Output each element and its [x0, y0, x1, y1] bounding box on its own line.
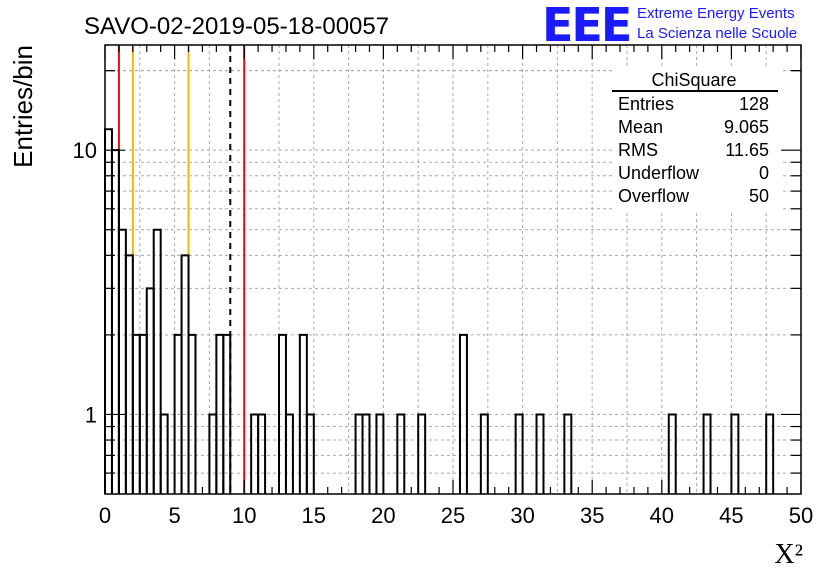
- logo-line-1: Extreme Energy Events: [637, 5, 795, 22]
- x-tick-label: 30: [510, 503, 534, 528]
- stats-box-title: ChiSquare: [651, 70, 736, 90]
- histogram-bars: [104, 128, 775, 494]
- logo-line-2: La Scienza nelle Scuole: [637, 25, 797, 42]
- histogram-bin: [159, 413, 169, 494]
- x-tick-label: 15: [302, 503, 326, 528]
- histogram-bin: [117, 228, 127, 494]
- stats-row-value: 128: [739, 94, 769, 114]
- histogram-bin: [110, 149, 120, 494]
- x-tick-label: 10: [232, 503, 256, 528]
- histogram-bin: [535, 413, 545, 494]
- histogram-bin: [257, 413, 267, 494]
- histogram-bin: [361, 413, 371, 494]
- stats-row-label: Overflow: [618, 186, 690, 206]
- histogram-bin: [222, 333, 232, 494]
- histogram-bin: [187, 333, 197, 494]
- grid: [105, 45, 801, 494]
- histogram-bin: [152, 228, 162, 494]
- y-axis-title: Entries/bin: [8, 45, 38, 168]
- histogram-bin: [702, 413, 712, 494]
- stats-row-label: Entries: [618, 94, 674, 114]
- run-title: SAVO-02-2019-05-18-00057: [84, 13, 389, 40]
- histogram-bin: [417, 413, 427, 494]
- histogram-bin: [730, 413, 740, 494]
- x-tick-label: 35: [580, 503, 604, 528]
- stats-row-label: Underflow: [618, 163, 700, 183]
- stats-row-value: 0: [759, 163, 769, 183]
- axes: 0 5 10 15 20 25 30 35 40 45 50 1 10: [73, 44, 813, 528]
- histogram-bin: [396, 413, 406, 494]
- histogram-bin: [667, 413, 677, 494]
- histogram-bin: [305, 413, 315, 494]
- x-tick-label: 0: [99, 503, 111, 528]
- x-tick-label: 45: [719, 503, 743, 528]
- histogram-bin: [765, 413, 775, 494]
- histogram-bin: [479, 413, 489, 494]
- histogram-bin: [284, 413, 294, 494]
- histogram-bin: [104, 128, 113, 494]
- x-axis-title: X²: [774, 539, 803, 570]
- stats-rows: Entries 128 Mean 9.065 RMS 11.65 Underflow 0 Ove…: [618, 94, 769, 206]
- y-tick-label: 10: [73, 138, 97, 163]
- histogram-bin: [563, 413, 573, 494]
- stats-row-value: 50: [749, 186, 769, 206]
- histogram-bin: [124, 254, 134, 494]
- stats-box: ChiSquare Entries 128 Mean 9.065 RMS 11.65 Und…: [612, 66, 780, 210]
- histogram-bin: [375, 413, 385, 494]
- x-tick-label: 40: [650, 503, 674, 528]
- histogram-bin: [180, 254, 190, 494]
- histogram-bin: [145, 287, 155, 494]
- x-tick-label: 25: [441, 503, 465, 528]
- x-tick-label: 5: [168, 503, 180, 528]
- stats-row-value: 9.065: [724, 117, 769, 137]
- stats-row-label: RMS: [618, 140, 658, 160]
- stats-row-value: 11.65: [725, 140, 769, 160]
- histogram-bin: [458, 333, 468, 494]
- y-tick-label: 1: [85, 402, 97, 427]
- histogram-bin: [514, 413, 524, 494]
- x-tick-label: 50: [789, 503, 813, 528]
- eee-logo: EEE Extreme Energy Events La Scienza nel…: [542, 0, 797, 52]
- eee-logo-text: EEE: [542, 0, 630, 52]
- stats-row-label: Mean: [618, 117, 663, 137]
- x-tick-label: 20: [371, 503, 395, 528]
